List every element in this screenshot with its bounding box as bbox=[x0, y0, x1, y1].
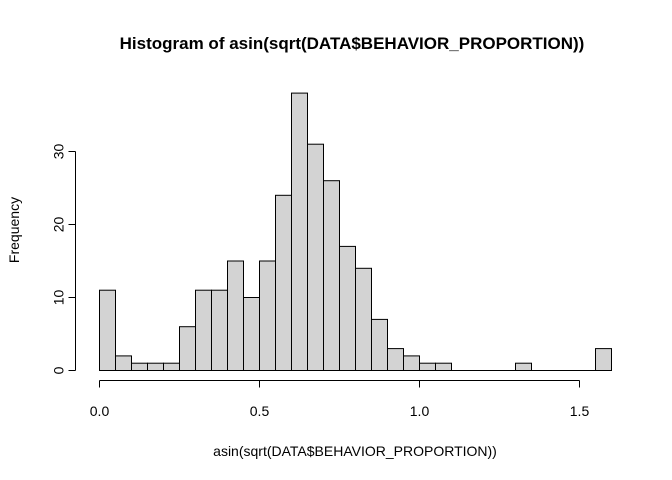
x-tick-label: 0.0 bbox=[90, 403, 110, 419]
x-tick-label: 1.5 bbox=[570, 403, 590, 419]
histogram-bar bbox=[323, 180, 340, 371]
histogram-bar bbox=[595, 348, 612, 372]
histogram-bar bbox=[99, 289, 116, 372]
x-tick-label: 1.0 bbox=[410, 403, 430, 419]
histogram-bar bbox=[115, 355, 132, 371]
histogram-bar bbox=[195, 289, 212, 372]
histogram-bar bbox=[515, 362, 532, 372]
chart-title: Histogram of asin(sqrt(DATA$BEHAVIOR_PRO… bbox=[120, 34, 585, 53]
y-tick-label: 30 bbox=[51, 144, 67, 160]
histogram-bar bbox=[339, 245, 356, 371]
histogram-bar bbox=[275, 194, 292, 371]
histogram-bar bbox=[355, 267, 372, 371]
y-tick-label: 0 bbox=[51, 366, 67, 374]
histogram-bar bbox=[131, 362, 148, 372]
histogram-bar bbox=[163, 362, 180, 372]
histogram-bar bbox=[243, 297, 260, 371]
y-tick-label: 10 bbox=[51, 290, 67, 306]
histogram-bar bbox=[179, 326, 196, 372]
histogram-bar bbox=[291, 92, 308, 371]
y-axis: 0 10 20 30 bbox=[51, 144, 76, 374]
histogram-bar bbox=[371, 318, 388, 371]
histogram-bar bbox=[403, 355, 420, 371]
histogram-bar bbox=[259, 260, 276, 371]
histogram-bar bbox=[435, 362, 452, 372]
x-axis: 0.0 0.5 1.0 1.5 bbox=[90, 380, 590, 419]
y-axis-label: Frequency bbox=[6, 197, 22, 263]
x-tick-label: 0.5 bbox=[250, 403, 270, 419]
histogram-bar bbox=[387, 348, 404, 372]
y-tick-label: 20 bbox=[51, 217, 67, 233]
bars-group bbox=[99, 92, 612, 372]
histogram-bar bbox=[227, 260, 244, 371]
histogram-bar bbox=[419, 362, 436, 372]
histogram-bar bbox=[307, 143, 324, 371]
histogram-bar bbox=[211, 289, 228, 372]
x-axis-label: asin(sqrt(DATA$BEHAVIOR_PROPORTION)) bbox=[213, 443, 497, 459]
histogram-bar bbox=[147, 362, 164, 372]
